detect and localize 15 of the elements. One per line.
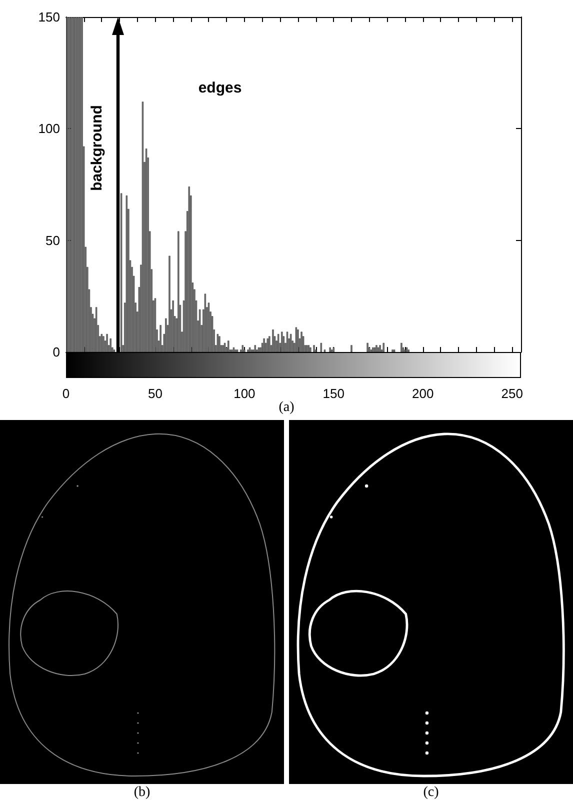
y-tick-label: 100 bbox=[38, 121, 60, 136]
x-tick-label: 250 bbox=[501, 386, 523, 401]
x-tick-label: 150 bbox=[322, 386, 344, 401]
annotation: background bbox=[88, 105, 106, 191]
y-tick-label: 50 bbox=[46, 232, 60, 248]
x-tick-label: 200 bbox=[412, 386, 434, 401]
text: (c) bbox=[422, 785, 440, 801]
y-tick-label: 0 bbox=[52, 344, 60, 360]
x-tick-label: 0 bbox=[62, 386, 70, 401]
text: (b) bbox=[132, 785, 152, 801]
x-tick-label: 50 bbox=[148, 386, 162, 401]
annotation: edges bbox=[198, 80, 242, 96]
y-tick-label: 150 bbox=[38, 10, 60, 24]
text: (a) bbox=[278, 400, 296, 416]
x-tick-label: 100 bbox=[234, 386, 256, 401]
